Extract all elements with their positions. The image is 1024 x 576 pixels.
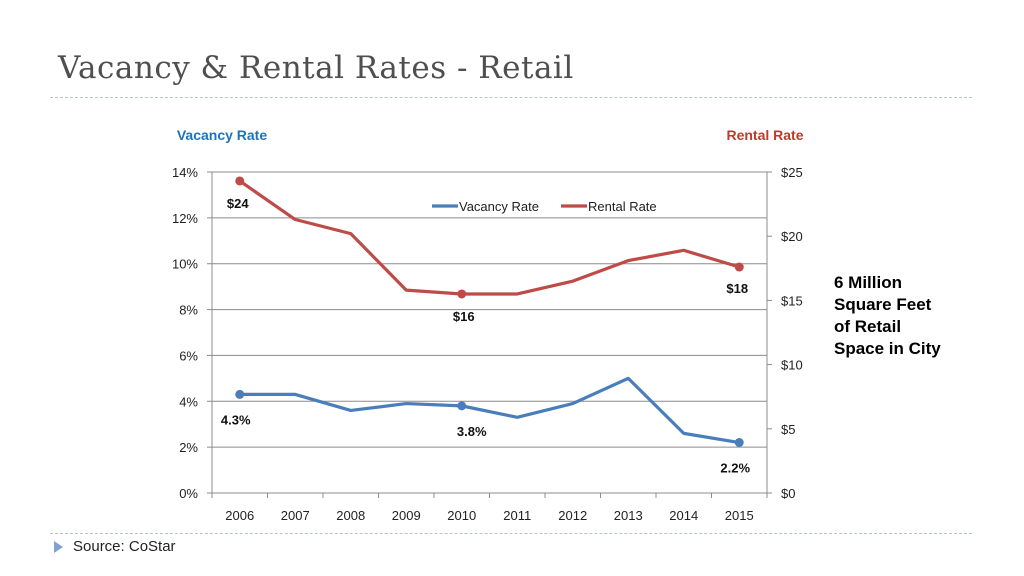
data-label: 3.8% (457, 424, 487, 439)
x-tick-label: 2009 (392, 508, 421, 523)
side-note: 6 Million Square Feet of Retail Space in… (834, 272, 941, 360)
x-tick-label: 2012 (558, 508, 587, 523)
legend-rental-label: Rental Rate (588, 199, 657, 214)
vacancy-rate-line (238, 376, 741, 445)
triangle-bullet-icon (54, 540, 63, 553)
x-tick-label: 2015 (725, 508, 754, 523)
y-right-tick-label: $25 (781, 165, 803, 180)
vacancy-rate-point (235, 389, 245, 399)
y-right-tick-label: $5 (781, 422, 795, 437)
rental-rate-line (238, 179, 741, 296)
data-label: 4.3% (221, 412, 251, 427)
vacancy-rate-point (457, 401, 467, 411)
y-left-tick-label: 0% (179, 486, 198, 501)
data-label: $18 (726, 281, 748, 296)
side-note-line: Square Feet (834, 295, 932, 314)
y-right-tick-label: $20 (781, 229, 803, 244)
legend-vacancy-label: Vacancy Rate (459, 199, 539, 214)
source-text: Source: CoStar (73, 538, 176, 555)
x-tick-label: 2014 (669, 508, 698, 523)
side-note-line: 6 Million (834, 273, 902, 292)
rental-rate-point (235, 176, 245, 186)
data-label: $16 (453, 309, 475, 324)
y-left-tick-label: 14% (172, 165, 198, 180)
title-divider (50, 97, 972, 98)
x-tick-label: 2007 (281, 508, 310, 523)
source-row: Source: CoStar (54, 538, 176, 555)
y-left-axis-title: Vacancy Rate (177, 127, 267, 143)
chart: 0% 2% 4% 6% 8% 10% 12% 14% $0 $5 $10 $15 $20 $25 2006 2… (172, 127, 804, 523)
footer-divider (50, 533, 972, 534)
y-left-tick-label: 4% (179, 394, 198, 409)
data-label: $24 (227, 196, 249, 211)
y-left-tick-label: 8% (179, 303, 198, 318)
x-tick-label: 2011 (503, 508, 531, 523)
slide-title: Vacancy & Rental Rates - Retail (58, 50, 574, 86)
y-right-tick-label: $0 (781, 486, 795, 501)
y-right-axis-title: Rental Rate (726, 127, 803, 143)
y-right-tick-label: $10 (781, 358, 803, 373)
x-tick-label: 2006 (225, 508, 254, 523)
y-left-tick-label: 10% (172, 257, 198, 272)
data-label: 2.2% (720, 461, 750, 476)
y-right-tick-label: $15 (781, 293, 803, 308)
y-left-tick-label: 2% (179, 440, 198, 455)
vacancy-rate-point (734, 438, 744, 448)
x-tick-label: 2013 (614, 508, 643, 523)
x-tick-label: 2010 (447, 508, 476, 523)
side-note-line: Space in City (834, 339, 941, 358)
side-note-line: of Retail (834, 317, 902, 336)
y-left-tick-label: 6% (179, 348, 198, 363)
rental-rate-point (734, 262, 744, 272)
y-left-tick-label: 12% (172, 211, 198, 226)
rental-rate-point (457, 289, 467, 299)
x-tick-label: 2008 (336, 508, 365, 523)
